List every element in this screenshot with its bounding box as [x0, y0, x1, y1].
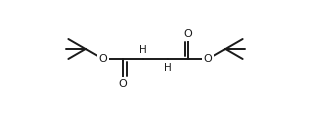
Text: O: O: [99, 54, 108, 64]
Text: O: O: [204, 54, 212, 64]
Text: H: H: [164, 63, 172, 73]
Text: O: O: [184, 29, 192, 39]
Text: O: O: [119, 79, 127, 89]
Text: H: H: [139, 45, 147, 55]
